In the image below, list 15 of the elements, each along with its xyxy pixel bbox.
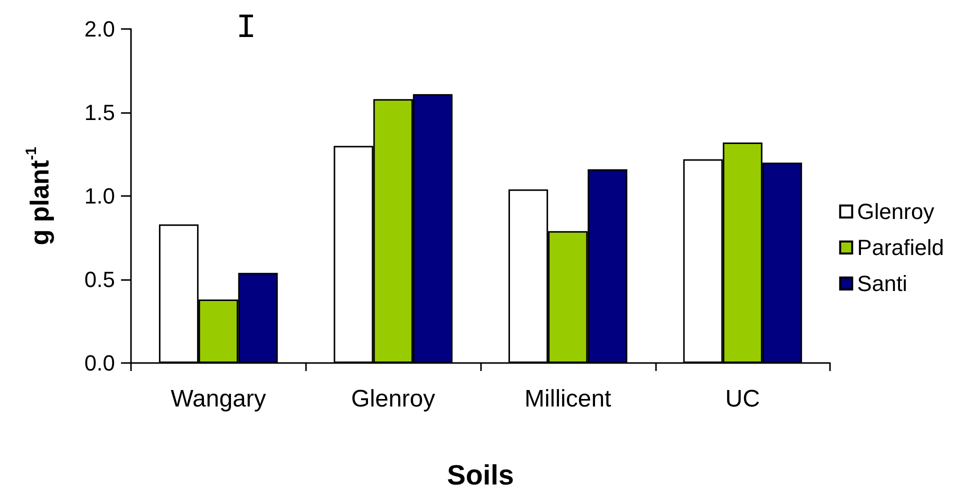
y-tick-label: 0.0	[84, 350, 115, 376]
y-tick-label: 1.0	[84, 184, 115, 208]
x-axis-title: Soils	[447, 460, 514, 490]
y-tick-label: 0.5	[84, 267, 115, 292]
x-tick-label: Millicent	[524, 386, 612, 412]
x-tick-label: UC	[725, 386, 760, 412]
legend-label: Santi	[857, 271, 908, 296]
legend-label: Glenroy	[857, 199, 934, 224]
x-tick-label: Glenroy	[351, 386, 436, 412]
legend-label: Parafield	[857, 235, 944, 260]
annotation: I	[236, 10, 256, 48]
x-tick-label: Wangary	[170, 386, 266, 412]
y-tick-label: 2.0	[84, 16, 115, 42]
y-axis-title: g plant-1	[23, 146, 54, 246]
y-tick-label: 1.5	[84, 100, 115, 125]
